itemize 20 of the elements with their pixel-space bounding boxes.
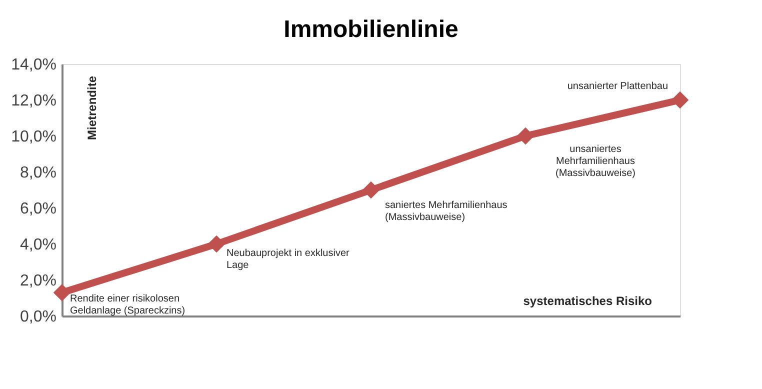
y-axis-title: Mietrendite: [85, 76, 99, 140]
y-tick-label: 14,0%: [11, 56, 56, 74]
y-tick-label: 10,0%: [11, 128, 56, 146]
annotation: saniertes Mehrfamilienhaus (Massivbauweise): [385, 200, 508, 223]
y-tick-label: 8,0%: [20, 164, 56, 182]
point: [671, 91, 689, 109]
annotation: unsanierter Plattenbau: [567, 81, 668, 92]
chart-title: Immobilienlinie: [284, 16, 458, 43]
x-axis-title: systematisches Risiko: [523, 294, 652, 308]
y-tick-label: 2,0%: [20, 272, 56, 290]
point: [516, 127, 534, 145]
point: [208, 235, 226, 253]
annotation: unsaniertes Mehrfamilienhaus (Massivbauweise): [555, 144, 636, 179]
y-tick-label: 12,0%: [11, 92, 56, 110]
annotation: Rendite einer risikolosen Geldanlage (Spareckzins): [70, 294, 186, 317]
y-tick-label: 6,0%: [20, 200, 56, 218]
y-tick-label: 4,0%: [20, 236, 56, 254]
y-tick-label: 0,0%: [20, 308, 56, 326]
point: [362, 181, 380, 199]
annotation: Neubauprojekt in exklusiver Lage: [226, 248, 350, 271]
